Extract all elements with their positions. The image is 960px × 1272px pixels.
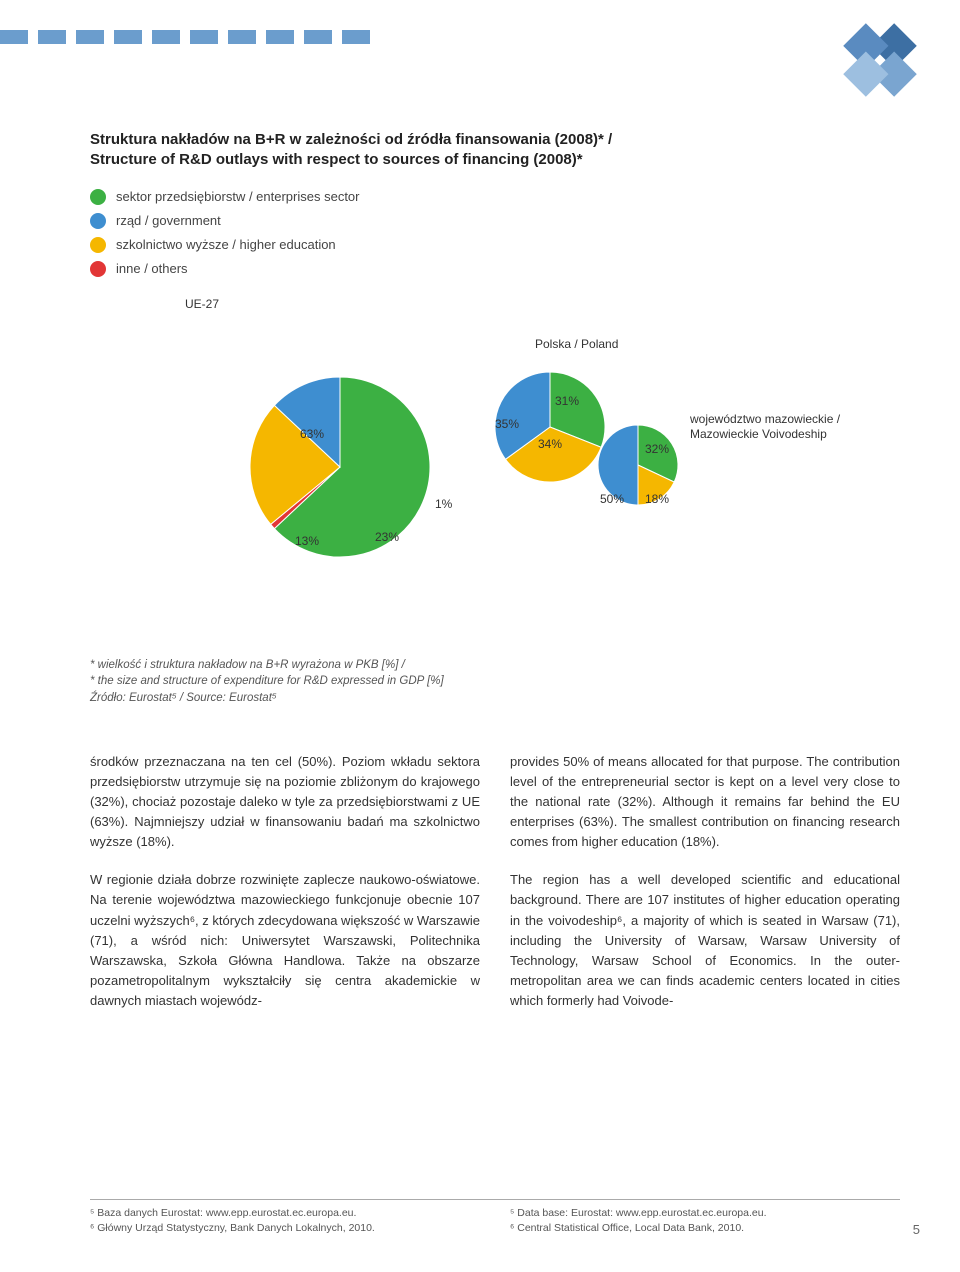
label-mazowieckie-2: Mazowieckie Voivodeship — [690, 427, 827, 441]
left-column: środków przeznaczana na ten cel (50%). P… — [90, 752, 480, 1030]
refs-right: ⁵ Data base: Eurostat: www.epp.eurostat.… — [510, 1206, 900, 1238]
body-columns: środków przeznaczana na ten cel (50%). P… — [90, 752, 900, 1030]
top-square — [152, 30, 180, 44]
legend-swatch — [90, 213, 106, 229]
slice-label: 34% — [538, 437, 562, 451]
legend-row: sektor przedsiębiorstw / enterprises sec… — [90, 189, 900, 205]
right-column: provides 50% of means allocated for that… — [510, 752, 900, 1030]
legend-swatch — [90, 237, 106, 253]
footnotes-references: ⁵ Baza danych Eurostat: www.epp.eurostat… — [90, 1199, 900, 1238]
footnote-1: * wielkość i struktura nakładow na B+R w… — [90, 659, 405, 671]
top-square — [228, 30, 256, 44]
slice-label: 63% — [300, 427, 324, 441]
top-square — [76, 30, 104, 44]
footnote-3: Źródło: Eurostat⁵ / Source: Eurostat⁵ — [90, 692, 277, 704]
legend-label: sektor przedsiębiorstw / enterprises sec… — [116, 189, 359, 204]
heading-line-1: Struktura nakładów na B+R w zależności o… — [90, 131, 612, 148]
ref-l2: ⁶ Główny Urząd Statystyczny, Bank Danych… — [90, 1222, 375, 1234]
ref-l1: ⁵ Baza danych Eurostat: www.epp.eurostat… — [90, 1207, 356, 1219]
ref-r1: ⁵ Data base: Eurostat: www.epp.eurostat.… — [510, 1207, 767, 1219]
right-para-1: provides 50% of means allocated for that… — [510, 752, 900, 853]
label-mazowieckie: województwo mazowieckie / Mazowieckie Vo… — [690, 412, 840, 443]
legend-row: inne / others — [90, 261, 900, 277]
legend-swatch — [90, 261, 106, 277]
legend-label: inne / others — [116, 261, 188, 276]
ref-r2: ⁶ Central Statistical Office, Local Data… — [510, 1222, 744, 1234]
right-para-2: The region has a well developed scientif… — [510, 870, 900, 1011]
page-number: 5 — [913, 1222, 920, 1237]
top-square — [38, 30, 66, 44]
legend-row: rząd / government — [90, 213, 900, 229]
refs-left: ⁵ Baza danych Eurostat: www.epp.eurostat… — [90, 1206, 480, 1238]
slice-label: 35% — [495, 417, 519, 431]
slice-label: 13% — [295, 534, 319, 548]
legend: sektor przedsiębiorstw / enterprises sec… — [90, 189, 900, 277]
top-squares-bar — [0, 30, 370, 44]
chart-footnote: * wielkość i struktura nakładow na B+R w… — [90, 657, 900, 707]
label-poland: Polska / Poland — [535, 337, 618, 351]
left-para-1: środków przeznaczana na ten cel (50%). P… — [90, 752, 480, 853]
pie-svg — [90, 297, 890, 597]
pie-charts-area: UE-27 Polska / Poland województwo mazowi… — [90, 297, 900, 597]
label-ue27: UE-27 — [185, 297, 219, 311]
top-square — [342, 30, 370, 44]
top-square — [190, 30, 218, 44]
slice-label: 23% — [375, 530, 399, 544]
slice-label: 1% — [435, 497, 452, 511]
legend-swatch — [90, 189, 106, 205]
left-para-2: W regionie działa dobrze rozwinięte zapl… — [90, 870, 480, 1011]
legend-row: szkolnictwo wyższe / higher education — [90, 237, 900, 253]
slice-label: 50% — [600, 492, 624, 506]
legend-label: szkolnictwo wyższe / higher education — [116, 237, 336, 252]
chart-title: Struktura nakładów na B+R w zależności o… — [90, 130, 900, 171]
footnote-2: * the size and structure of expenditure … — [90, 675, 444, 687]
legend-label: rząd / government — [116, 213, 221, 228]
corner-diamond-icon — [835, 15, 925, 105]
slice-label: 31% — [555, 394, 579, 408]
slice-label: 32% — [645, 442, 669, 456]
top-square — [266, 30, 294, 44]
heading-line-2: Structure of R&D outlays with respect to… — [90, 151, 583, 168]
top-square — [0, 30, 28, 44]
slice-label: 18% — [645, 492, 669, 506]
top-square — [304, 30, 332, 44]
top-square — [114, 30, 142, 44]
label-mazowieckie-1: województwo mazowieckie / — [690, 412, 840, 426]
